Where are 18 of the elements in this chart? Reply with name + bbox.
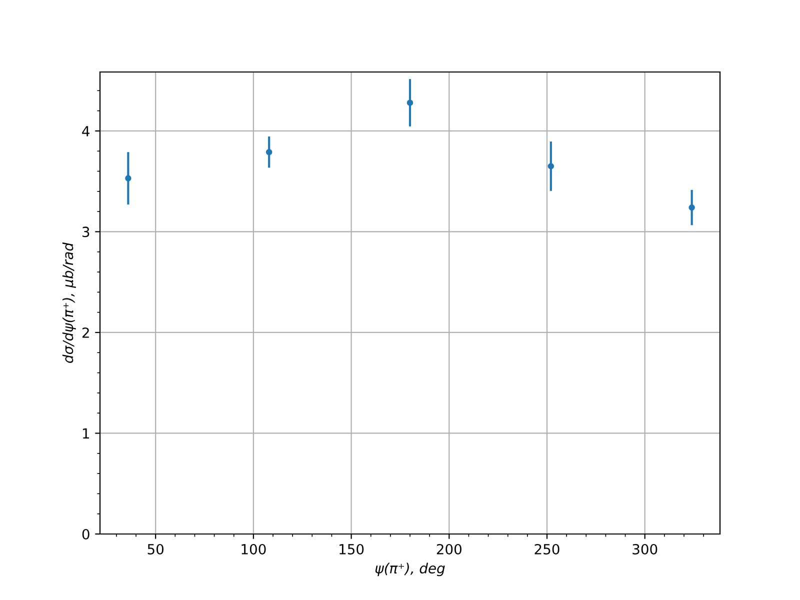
x-tick-label: 250 xyxy=(534,544,560,554)
point xyxy=(266,148,272,156)
point xyxy=(548,163,554,170)
x-tick-label: 150 xyxy=(340,544,364,554)
y-tick-label: 0 xyxy=(82,528,90,540)
y-axis-title: dσ/dψ(π⁺), μb/rad xyxy=(62,242,76,363)
x-tick-label: 50 xyxy=(148,544,164,554)
y-tick-label: 3 xyxy=(82,226,90,238)
point xyxy=(406,100,414,106)
point xyxy=(125,175,132,182)
x-axis-title: ψ(π⁺), deg xyxy=(375,562,445,576)
y-tick-label: 2 xyxy=(82,327,89,338)
point xyxy=(688,204,695,211)
x-tick-label: 200 xyxy=(436,544,462,554)
y-tick-label: 4 xyxy=(82,126,90,136)
x-tick-label: 100 xyxy=(242,544,266,554)
y-tick-label: 1 xyxy=(82,428,89,439)
x-tick-label: 300 xyxy=(632,544,658,554)
